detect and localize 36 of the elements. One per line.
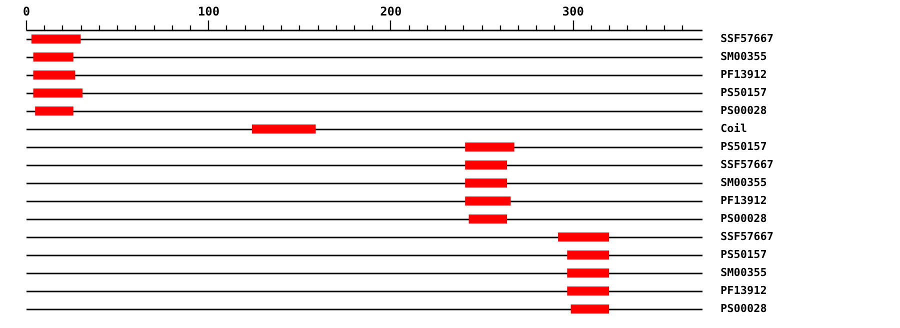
bar	[465, 160, 508, 170]
bar	[33, 88, 82, 98]
y-tick-label: PS50157	[720, 140, 767, 153]
bar	[465, 196, 511, 206]
y-tick-label: SM00355	[720, 50, 767, 63]
y-tick-label: SSF57667	[720, 158, 774, 171]
y-tick-label: SSF57667	[720, 32, 774, 45]
y-tick-label: Coil	[720, 122, 747, 135]
x-tick-label: 0	[22, 4, 30, 18]
y-tick-label: PF13912	[720, 194, 767, 207]
y-tick-label: PS50157	[720, 86, 767, 99]
y-tick-label: PS00028	[720, 302, 767, 315]
y-tick-label: SM00355	[720, 176, 767, 189]
bar	[558, 232, 610, 242]
bar	[570, 304, 610, 314]
y-tick-label: PS00028	[720, 104, 767, 117]
x-tick-label: 300	[562, 4, 584, 18]
y-tick-label: PS50157	[720, 248, 767, 261]
bar	[33, 52, 74, 62]
x-tick-label: 100	[198, 4, 220, 18]
bar	[567, 268, 610, 278]
bar	[567, 250, 610, 260]
bar	[468, 214, 508, 224]
bar	[31, 34, 81, 44]
y-tick-label: PF13912	[720, 284, 767, 297]
bar	[567, 286, 610, 296]
x-tick-label: 200	[380, 4, 402, 18]
y-tick-label: PS00028	[720, 212, 767, 225]
y-tick-label: SM00355	[720, 266, 767, 279]
y-tick-label: PF13912	[720, 68, 767, 81]
bar	[252, 124, 316, 134]
bar	[465, 178, 508, 188]
y-tick-label: SSF57667	[720, 230, 774, 243]
bar	[35, 106, 74, 116]
bar	[33, 70, 76, 80]
bar	[465, 142, 514, 152]
